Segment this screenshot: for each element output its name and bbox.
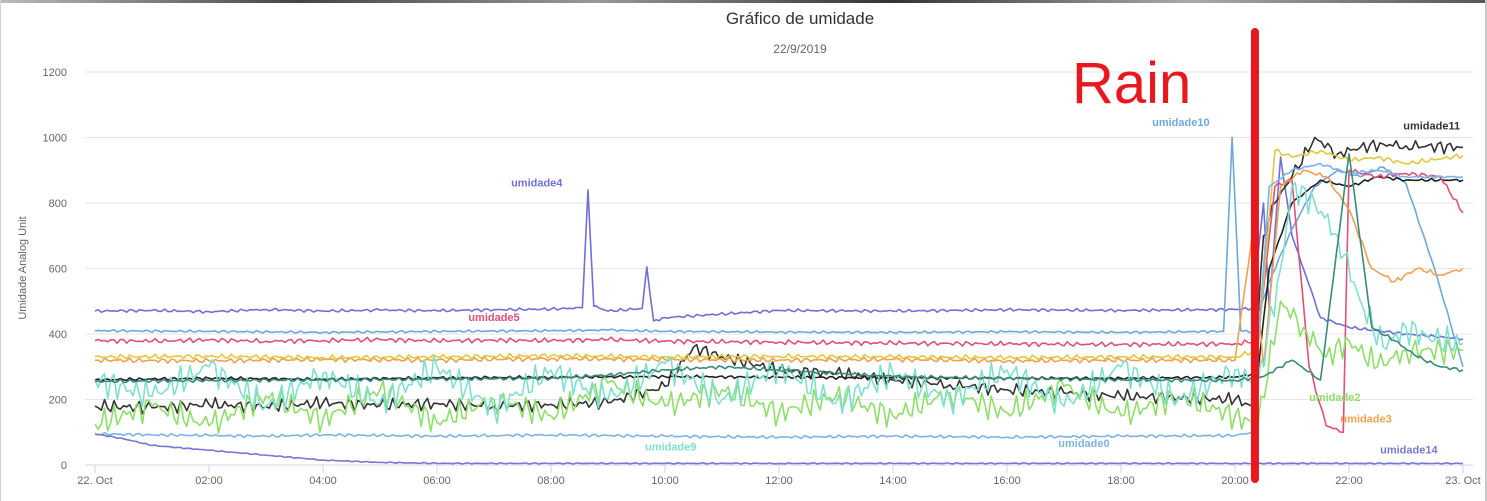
y-tick-label: 400 bbox=[49, 329, 67, 341]
rain-marker-bar bbox=[1250, 28, 1259, 483]
y-axis-tick-labels: 0 200 400 600 800 1000 1200 bbox=[43, 67, 67, 472]
series-label-umidade14: umidade14 bbox=[1380, 445, 1438, 457]
x-tick-label: 22. Oct bbox=[77, 475, 112, 487]
x-tick-label: 06:00 bbox=[423, 475, 451, 487]
series-line-umidade9 bbox=[94, 181, 1464, 424]
series-label-umidade3: umidade3 bbox=[1340, 413, 1391, 425]
x-tick-label: 22:00 bbox=[1335, 475, 1363, 487]
x-tick-label: 08:00 bbox=[537, 475, 565, 487]
x-tick-label: 16:00 bbox=[993, 475, 1021, 487]
series-line-umidade3b bbox=[94, 148, 1464, 361]
series-label-umidade4: umidade4 bbox=[511, 178, 563, 190]
y-axis-label: Umidade Analog Unit bbox=[17, 216, 29, 319]
x-tick-label: 14:00 bbox=[879, 475, 907, 487]
chart-title: Gráfico de umidade bbox=[725, 9, 875, 28]
frame-left-border bbox=[0, 0, 1, 501]
series-label-umidade10: umidade10 bbox=[1152, 117, 1209, 129]
x-axis-tick-labels: 22. Oct 02:00 04:00 06:00 08:00 10:00 12:00 14:… bbox=[77, 475, 1480, 487]
series-line-umidade6 bbox=[94, 153, 1464, 384]
series-line-umidade14 bbox=[94, 433, 1464, 465]
series-label-umidade11: umidade11 bbox=[1403, 120, 1460, 132]
series-label-umidade9: umidade9 bbox=[645, 441, 696, 453]
x-tick-label: 20:00 bbox=[1221, 475, 1249, 487]
y-tick-label: 600 bbox=[49, 264, 67, 276]
y-tick-label: 1200 bbox=[43, 67, 67, 79]
x-tick-label: 10:00 bbox=[651, 475, 679, 487]
y-tick-label: 1000 bbox=[43, 133, 67, 145]
series-inline-labels: umidade4 umidade10 umidade11 umidade5 umidad… bbox=[468, 117, 1460, 457]
series-line-umidade10 bbox=[94, 136, 1464, 368]
y-tick-label: 200 bbox=[49, 395, 67, 407]
series-lines bbox=[94, 136, 1464, 465]
series-label-umidade5: umidade5 bbox=[468, 312, 519, 324]
x-tick-label: 12:00 bbox=[765, 475, 793, 487]
series-line-umidade3 bbox=[94, 169, 1464, 368]
rain-annotation: Rain bbox=[1072, 28, 1259, 483]
chart-subtitle: 22/9/2019 bbox=[773, 42, 827, 56]
frame-right-border bbox=[1485, 0, 1487, 501]
series-label-umidade2: umidade2 bbox=[1309, 392, 1360, 404]
series-label-umidade0: umidade0 bbox=[1058, 438, 1109, 450]
series-line-umidade4 bbox=[94, 156, 1464, 341]
window-top-strip bbox=[0, 0, 1487, 3]
x-tick-label: 04:00 bbox=[309, 475, 337, 487]
y-tick-label: 0 bbox=[61, 460, 67, 472]
y-tick-label: 800 bbox=[49, 198, 67, 210]
series-line-umidade2 bbox=[94, 300, 1464, 434]
x-tick-label: 18:00 bbox=[1107, 475, 1135, 487]
x-tick-label: 02:00 bbox=[195, 475, 223, 487]
series-line-umidade0 bbox=[94, 162, 1464, 440]
series-line-umidade5 bbox=[94, 168, 1464, 434]
x-tick-label: 23. Oct bbox=[1445, 475, 1480, 487]
rain-annotation-label: Rain bbox=[1072, 51, 1191, 116]
